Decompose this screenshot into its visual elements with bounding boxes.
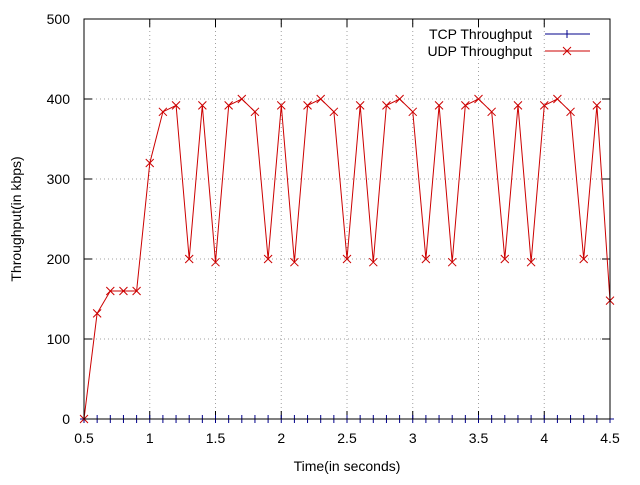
tick-labels: 0 100 200 300 400 500 0.5 1 1.5 2 2.5 3 3.5 4 4.5 — [47, 11, 620, 446]
data-point-marker — [132, 286, 141, 296]
data-point-marker — [474, 94, 483, 104]
data-point-marker — [237, 94, 247, 104]
data-point-marker — [211, 257, 220, 267]
y-axis-label: Throughput(in kbps) — [8, 156, 24, 281]
data-point-marker — [224, 101, 234, 110]
legend-label: TCP Throughput — [429, 26, 532, 42]
x-axis-label: Time(in seconds) — [294, 458, 401, 474]
data-point-marker — [539, 101, 549, 110]
x-tick-label: 0.5 — [74, 430, 94, 446]
data-point-marker — [566, 107, 575, 117]
data-point-marker — [562, 46, 572, 56]
data-point-marker — [408, 107, 418, 117]
x-tick-label: 4.5 — [600, 430, 620, 446]
data-point-marker — [487, 107, 497, 117]
x-tick-label: 2 — [277, 430, 285, 446]
data-point-marker — [500, 254, 510, 264]
x-tick-label: 1.5 — [206, 430, 226, 446]
data-point-marker — [158, 107, 168, 117]
y-tick-label: 300 — [47, 171, 71, 187]
data-point-marker — [434, 101, 444, 110]
y-tick-label: 400 — [47, 91, 71, 107]
data-point-marker — [329, 107, 339, 117]
data-point-marker — [382, 101, 391, 110]
data-point-marker — [316, 94, 326, 104]
data-point-marker — [395, 94, 404, 104]
y-tick-label: 500 — [47, 11, 71, 27]
y-tick-label: 0 — [62, 411, 70, 427]
data-point-marker — [460, 101, 470, 110]
data-point-marker — [119, 286, 128, 296]
data-point-marker — [105, 286, 115, 296]
data-point-marker — [145, 158, 155, 168]
data-point-marker — [526, 257, 536, 267]
data-point-marker — [276, 101, 286, 110]
data-point-marker — [250, 107, 260, 117]
data-point-marker — [290, 257, 299, 267]
series-udp — [79, 94, 615, 424]
y-tick-label: 200 — [47, 251, 71, 267]
x-tick-label: 2.5 — [337, 430, 357, 446]
data-point-marker — [92, 309, 102, 318]
data-point-marker — [184, 254, 194, 264]
data-point-marker — [513, 101, 523, 110]
data-point-marker — [579, 254, 589, 264]
legend-label: UDP Throughput — [427, 43, 532, 59]
data-point-marker — [263, 254, 273, 264]
y-tick-label: 100 — [47, 331, 71, 347]
data-point-marker — [553, 94, 562, 104]
data-point-marker — [303, 101, 312, 110]
data-point-marker — [355, 101, 365, 110]
data-point-marker — [368, 257, 378, 267]
x-tick-label: 4 — [540, 430, 548, 446]
data-point-marker — [197, 101, 207, 110]
x-tick-label: 3.5 — [469, 430, 489, 446]
data-point-marker — [447, 257, 457, 267]
data-point-marker — [421, 254, 431, 264]
data-point-marker — [342, 254, 352, 264]
plot-frame — [83, 18, 611, 420]
data-point-marker — [171, 101, 181, 110]
x-tick-label: 1 — [146, 430, 154, 446]
x-tick-label: 3 — [409, 430, 417, 446]
data-point-marker — [592, 101, 602, 110]
grid-lines — [84, 19, 610, 419]
